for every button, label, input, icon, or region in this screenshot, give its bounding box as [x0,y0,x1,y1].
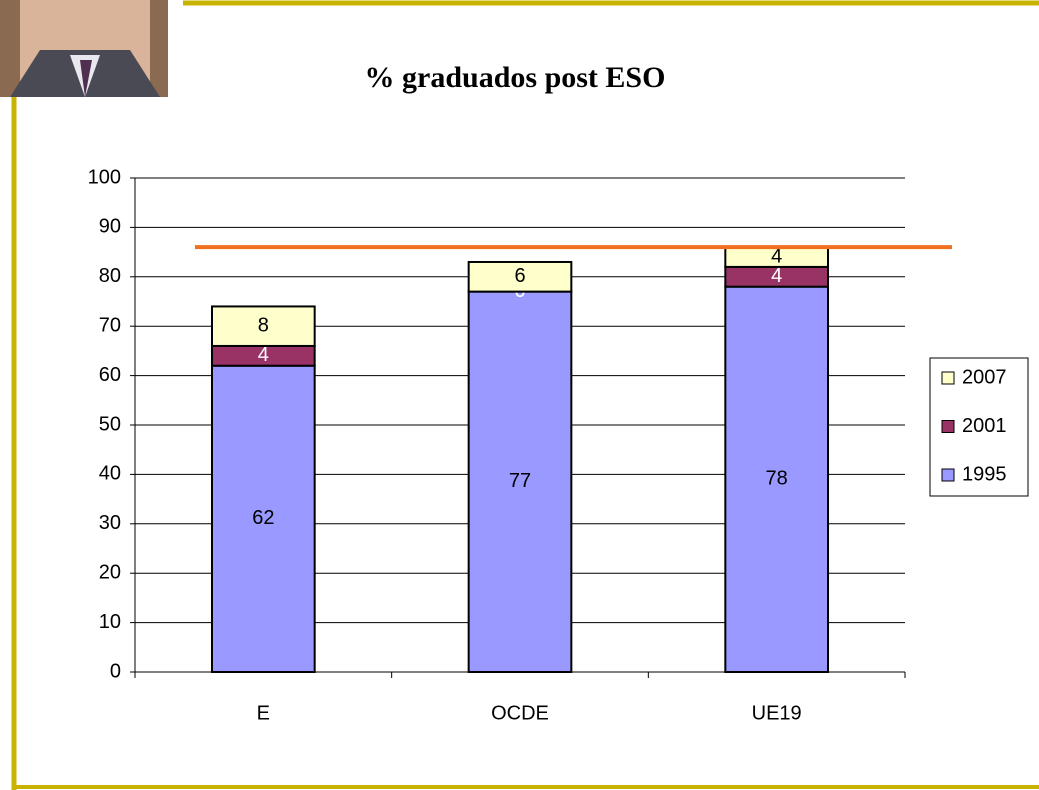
y-tick-label: 30 [99,512,121,534]
legend-swatch [942,421,954,433]
y-tick-label: 20 [99,561,121,583]
y-tick-label: 40 [99,463,121,485]
x-tick-label: UE19 [752,702,802,724]
y-tick-label: 100 [88,166,121,188]
data-label: 4 [771,265,782,287]
slide: % graduados post ESO 0 10 20 30 40 50 60 70 80 90… [0,0,1039,790]
chart-title: % graduados post ESO [365,61,666,94]
y-tick-label: 70 [99,314,121,336]
y-tick-label: 60 [99,364,121,386]
x-tick-label: OCDE [491,702,549,724]
y-tick-label: 0 [110,660,121,682]
legend-swatch [942,372,954,384]
x-tick-label: E [257,702,270,724]
legend-label: 2007 [962,366,1007,388]
data-label: 78 [766,468,788,490]
data-label: 77 [509,470,531,492]
photo [0,0,168,97]
legend-swatch [942,469,954,481]
data-label: 62 [252,507,274,529]
legend-label: 2001 [962,415,1007,437]
y-tick-label: 90 [99,216,121,238]
y-tick-label: 50 [99,413,121,435]
legend-label: 1995 [962,463,1007,485]
y-tick-label: 80 [99,265,121,287]
data-label: 8 [258,314,269,336]
data-label: 6 [514,265,525,287]
y-tick-label: 10 [99,611,121,633]
data-label: 4 [258,344,269,366]
